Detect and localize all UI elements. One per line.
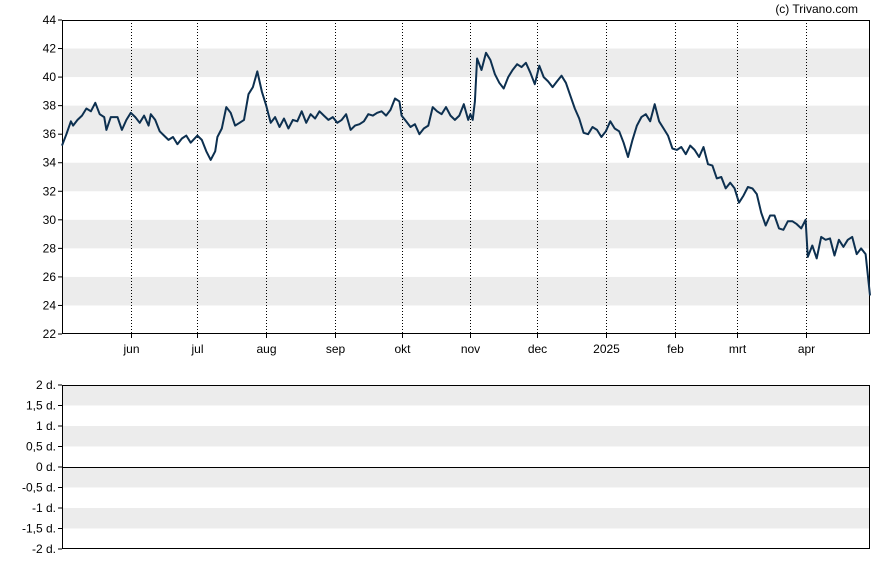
grid-band <box>62 219 870 249</box>
x-tick-label: okt <box>394 342 411 356</box>
y-tick-label: 40 <box>43 70 57 84</box>
x-tick-label: apr <box>798 342 815 356</box>
grid-band <box>62 508 870 529</box>
x-tick-label: aug <box>256 342 276 356</box>
y-tick-label: 24 <box>43 298 57 312</box>
plot-border <box>62 20 870 334</box>
y-tick-label: 34 <box>43 156 57 170</box>
y-tick-label: 22 <box>43 327 57 341</box>
y-tick-label: 1 d. <box>36 419 56 433</box>
y-tick-label: 32 <box>43 184 57 198</box>
x-tick-label: jun <box>122 342 139 356</box>
price-chart: 22 24 26 28 30 32 34 36 38 40 42 44 jun jul aug sep okt n… <box>43 13 871 356</box>
volume-chart: 2 d. 1,5 d. 1 d. 0,5 d. 0 d. -0,5 d. -1 d. -1,5… <box>22 378 870 556</box>
y-tick-label: 0 d. <box>36 460 56 474</box>
x-tick-label: dec <box>528 342 547 356</box>
y-tick-label: -0,5 d. <box>22 481 56 495</box>
y-tick-label: 36 <box>43 127 57 141</box>
y-tick-label: 1,5 d. <box>26 399 56 413</box>
y-tick-label: 38 <box>43 99 57 113</box>
grid-band <box>62 162 870 192</box>
grid-band <box>62 48 870 78</box>
plot-border <box>62 385 870 549</box>
x-tick-label: 2025 <box>593 342 620 356</box>
grid-band <box>62 426 870 447</box>
y-tick-label: 26 <box>43 270 57 284</box>
credit-text: (c) Trivano.com <box>775 2 858 16</box>
grid-band <box>62 385 870 406</box>
y-tick-label: -1 d. <box>32 501 56 515</box>
y-tick-label: 42 <box>43 42 57 56</box>
grid-band <box>62 467 870 488</box>
y-tick-label: -2 d. <box>32 542 56 556</box>
y-tick-label: 30 <box>43 213 57 227</box>
y-tick-label: 28 <box>43 241 57 255</box>
x-tick-label: sep <box>326 342 346 356</box>
x-tick-label: jul <box>190 342 203 356</box>
y-tick-label: 44 <box>43 13 57 27</box>
price-line <box>61 51 871 296</box>
y-tick-label: -1,5 d. <box>22 522 56 536</box>
y-tick-label: 2 d. <box>36 378 56 392</box>
x-tick-label: mrt <box>729 342 747 356</box>
y-tick-label: 0,5 d. <box>26 440 56 454</box>
x-tick-label: nov <box>461 342 480 356</box>
x-tick-label: feb <box>667 342 684 356</box>
grid-band <box>62 276 870 306</box>
